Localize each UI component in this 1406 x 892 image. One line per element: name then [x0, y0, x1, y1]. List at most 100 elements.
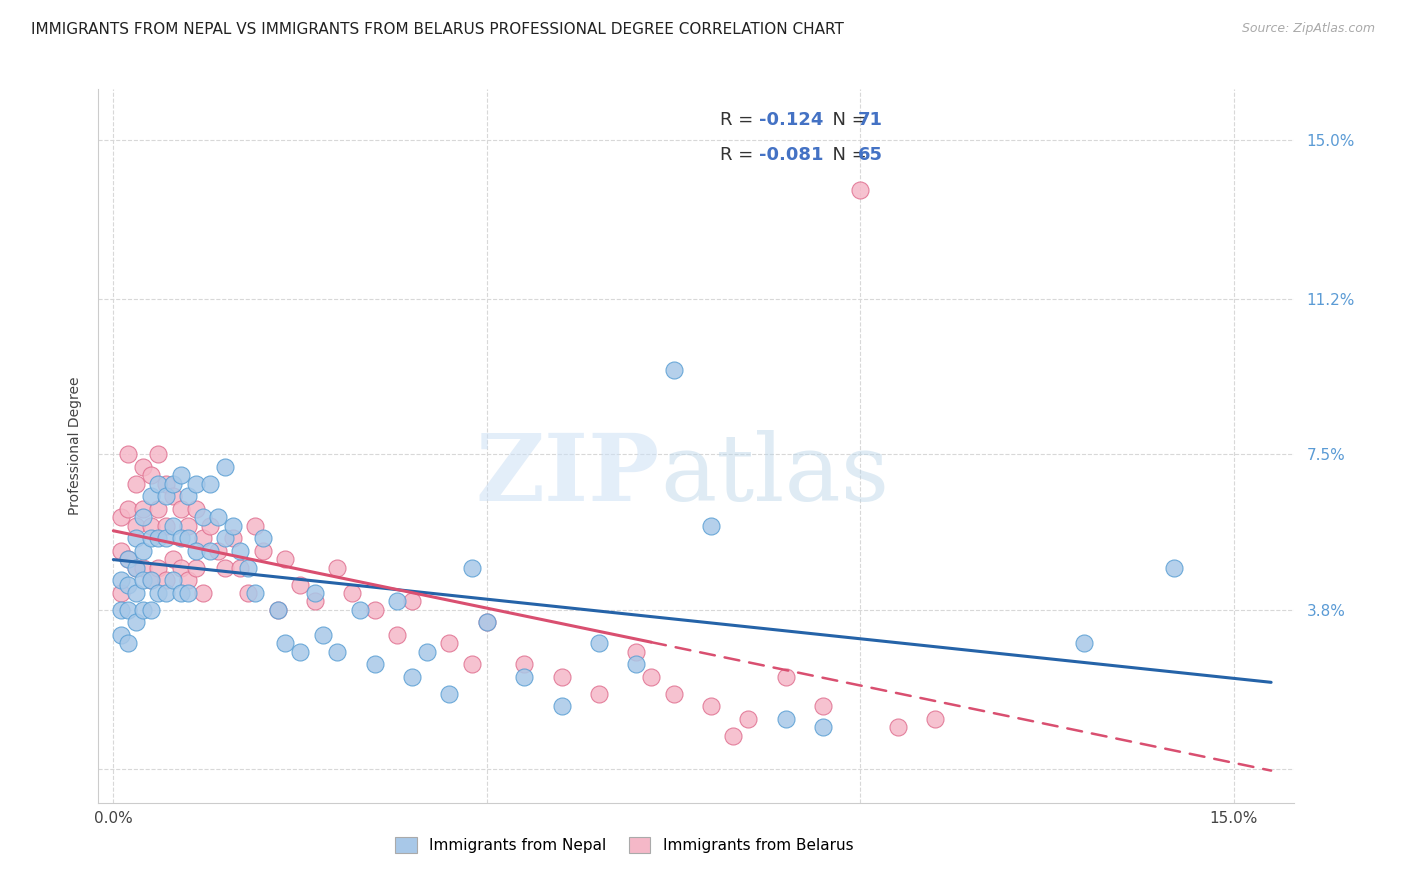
Point [162, 476, 184, 491]
Point [626, 657, 648, 672]
Text: 71: 71 [858, 111, 883, 129]
Point [700, 518, 723, 533]
Point [222, 518, 245, 533]
Point [267, 603, 290, 617]
Point [849, 183, 872, 197]
Point [385, 594, 409, 608]
Point [588, 687, 610, 701]
Point [288, 577, 311, 591]
Point [162, 552, 184, 566]
Point [385, 628, 409, 642]
Point [1163, 560, 1185, 574]
Point [177, 574, 200, 588]
Point [110, 603, 132, 617]
Text: Source: ZipAtlas.com: Source: ZipAtlas.com [1241, 22, 1375, 36]
Point [326, 560, 349, 574]
Point [177, 532, 200, 546]
Point [811, 699, 834, 714]
Point [191, 532, 214, 546]
Point [148, 447, 170, 461]
Point [139, 603, 162, 617]
Point [184, 502, 207, 516]
Point [267, 603, 290, 617]
Point [132, 560, 155, 574]
Point [125, 560, 148, 574]
Point [139, 574, 162, 588]
Point [401, 594, 423, 608]
Point [461, 560, 484, 574]
Point [148, 532, 170, 546]
Text: N =: N = [821, 146, 873, 164]
Point [550, 670, 572, 684]
Point [162, 518, 184, 533]
Point [475, 615, 498, 630]
Point [252, 532, 274, 546]
Point [110, 586, 132, 600]
Point [132, 510, 155, 524]
Point [110, 574, 132, 588]
Point [214, 532, 236, 546]
Point [775, 712, 797, 726]
Point [169, 586, 191, 600]
Point [148, 586, 170, 600]
Point [117, 552, 139, 566]
Point [924, 712, 946, 726]
Point [252, 544, 274, 558]
Point [245, 518, 267, 533]
Point [200, 544, 222, 558]
Point [155, 586, 177, 600]
Point [132, 574, 155, 588]
Point [169, 502, 191, 516]
Point [200, 518, 222, 533]
Point [364, 603, 387, 617]
Point [155, 489, 177, 503]
Point [214, 460, 236, 475]
Point [222, 532, 245, 546]
Point [169, 560, 191, 574]
Legend: Immigrants from Nepal, Immigrants from Belarus: Immigrants from Nepal, Immigrants from B… [389, 831, 859, 859]
Text: IMMIGRANTS FROM NEPAL VS IMMIGRANTS FROM BELARUS PROFESSIONAL DEGREE CORRELATION: IMMIGRANTS FROM NEPAL VS IMMIGRANTS FROM… [31, 22, 844, 37]
Point [401, 670, 423, 684]
Point [139, 468, 162, 483]
Point [439, 636, 461, 650]
Point [550, 699, 572, 714]
Point [117, 636, 139, 650]
Point [626, 645, 648, 659]
Point [236, 560, 259, 574]
Point [184, 476, 207, 491]
Point [132, 460, 155, 475]
Point [229, 544, 252, 558]
Point [342, 586, 364, 600]
Point [132, 603, 155, 617]
Point [200, 476, 222, 491]
Point [364, 657, 387, 672]
Point [148, 560, 170, 574]
Text: N =: N = [821, 111, 873, 129]
Point [139, 574, 162, 588]
Point [177, 586, 200, 600]
Text: atlas: atlas [661, 430, 890, 519]
Point [349, 603, 371, 617]
Point [155, 476, 177, 491]
Point [110, 544, 132, 558]
Point [132, 544, 155, 558]
Text: -0.124: -0.124 [759, 111, 824, 129]
Point [117, 603, 139, 617]
Text: R =: R = [720, 146, 759, 164]
Point [662, 363, 685, 377]
Point [125, 532, 148, 546]
Point [274, 636, 297, 650]
Point [274, 552, 297, 566]
Point [155, 518, 177, 533]
Point [177, 518, 200, 533]
Text: ZIP: ZIP [475, 430, 661, 519]
Point [304, 594, 326, 608]
Point [326, 645, 349, 659]
Point [139, 489, 162, 503]
Point [125, 518, 148, 533]
Point [117, 502, 139, 516]
Point [811, 720, 834, 734]
Point [184, 544, 207, 558]
Point [110, 628, 132, 642]
Point [214, 560, 236, 574]
